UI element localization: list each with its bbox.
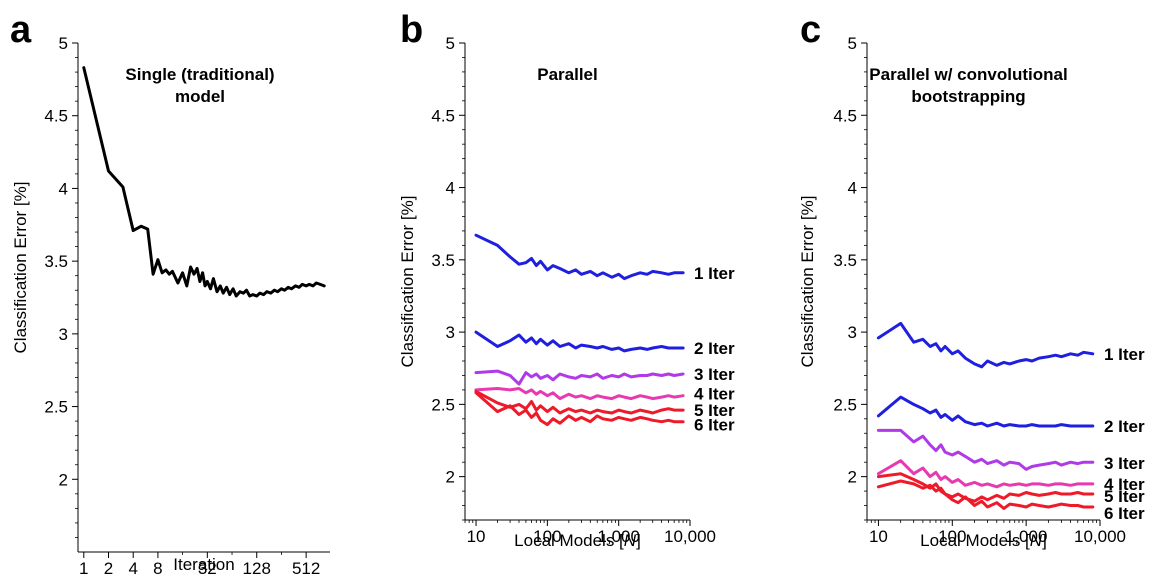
- x-axis-label: Iteration: [173, 555, 234, 574]
- series-line: [474, 233, 685, 281]
- series-line: [474, 369, 685, 386]
- chart-title-line-1: Single (traditional): [125, 65, 274, 84]
- x-tick-label: 1,000: [1005, 527, 1048, 546]
- y-tick-label: 4: [446, 179, 455, 198]
- series-label: 1 Iter: [694, 264, 735, 283]
- chart-title-line-2: bootstrapping: [911, 87, 1025, 106]
- panel-letter: a: [10, 9, 32, 51]
- x-tick-label: 100: [533, 527, 561, 546]
- x-tick-label: 128: [243, 559, 271, 577]
- y-tick-label: 2: [59, 470, 68, 489]
- chart-title: Single (traditional) model: [125, 65, 274, 106]
- y-tick-label: 5: [446, 34, 455, 53]
- series-label: 1 Iter: [1104, 345, 1145, 364]
- y-tick-label: 4.5: [44, 107, 68, 126]
- y-tick-label: 4.5: [431, 106, 455, 125]
- series-line: [474, 391, 685, 427]
- series-label: 5 Iter: [694, 401, 735, 420]
- y-tick-label: 3.5: [833, 251, 857, 270]
- x-axis-label: Local Models [N]: [920, 531, 1047, 550]
- x-tick-label: 1: [79, 559, 88, 577]
- y-tick-label: 2: [446, 468, 455, 487]
- chart-title: Parallel w/ convolutional bootstrapping: [869, 65, 1067, 106]
- y-tick-label: 2.5: [44, 398, 68, 417]
- y-tick-label: 3: [446, 323, 455, 342]
- series-label: 5 Iter: [1104, 487, 1145, 506]
- series-line: [876, 472, 1095, 510]
- y-tick-label: 3: [848, 323, 857, 342]
- x-tick-label: 1,000: [597, 527, 640, 546]
- y-tick-label: 3: [59, 325, 68, 344]
- y-tick-label: 2.5: [833, 395, 857, 414]
- series-label: 3 Iter: [1104, 454, 1145, 473]
- x-axis-label-part: Local Models [: [514, 531, 624, 550]
- chart-title-line-2: model: [175, 87, 225, 106]
- series-label: 2 Iter: [694, 339, 735, 358]
- series-line: [474, 330, 685, 353]
- series-label: 4 Iter: [694, 385, 735, 404]
- y-tick-label: 3.5: [431, 251, 455, 270]
- x-tick-label: 10,000: [664, 527, 716, 546]
- y-tick-label: 4: [848, 179, 857, 198]
- series-label: 6 Iter: [1104, 504, 1145, 523]
- x-axis-label-variable: N: [624, 531, 637, 550]
- x-tick-label: 8: [153, 559, 162, 577]
- series-line: [876, 459, 1095, 489]
- y-tick-label: 5: [848, 34, 857, 53]
- series-label: 3 Iter: [694, 365, 735, 384]
- x-tick-label: 10: [467, 527, 486, 546]
- y-tick-label: 5: [59, 34, 68, 53]
- x-tick-label: 2: [104, 559, 113, 577]
- x-axis-label: Local Models [N]: [514, 531, 641, 550]
- x-axis-label-part: ]: [1042, 531, 1047, 550]
- x-tick-label: 10: [869, 527, 888, 546]
- x-axis-label-part: ]: [636, 531, 641, 550]
- series-line: [82, 66, 326, 298]
- y-tick-label: 2: [848, 468, 857, 487]
- y-tick-label: 2.5: [431, 395, 455, 414]
- y-axis-label: Classification Error [%]: [11, 182, 30, 354]
- series-label: 6 Iter: [694, 416, 735, 435]
- panel-b: b Parallel 2 2.5 3 3.5 4 4.5 5 10 100 1,000 10,000 Lo…: [398, 9, 735, 550]
- x-tick-label: 32: [198, 559, 217, 577]
- series-label: 2 Iter: [1104, 417, 1145, 436]
- x-tick-label: 512: [292, 559, 320, 577]
- y-tick-label: 3.5: [44, 252, 68, 271]
- panel-letter: b: [400, 9, 423, 51]
- series-line: [474, 389, 685, 415]
- x-tick-label: 4: [128, 559, 137, 577]
- series-label: 4 Iter: [1104, 475, 1145, 494]
- panel-c: c Parallel w/ convolutional bootstrapping 2…: [798, 9, 1145, 550]
- y-tick-label: 4.5: [833, 106, 857, 125]
- series-line: [876, 428, 1095, 471]
- panel-letter: c: [800, 9, 821, 51]
- x-tick-label: 100: [938, 527, 966, 546]
- x-axis-label-variable: N: [1030, 531, 1043, 550]
- x-tick-label: 10,000: [1074, 527, 1126, 546]
- y-axis-label: Classification Error [%]: [398, 196, 417, 368]
- series-line: [876, 479, 1095, 503]
- series-line: [876, 395, 1095, 428]
- x-axis-label-part: Local Models [: [920, 531, 1030, 550]
- y-axis-label: Classification Error [%]: [798, 196, 817, 368]
- series-line: [876, 321, 1095, 369]
- chart-title-line-1: Parallel w/ convolutional: [869, 65, 1067, 84]
- series-line: [474, 387, 685, 401]
- y-tick-label: 4: [59, 179, 68, 198]
- chart-title: Parallel: [537, 65, 598, 84]
